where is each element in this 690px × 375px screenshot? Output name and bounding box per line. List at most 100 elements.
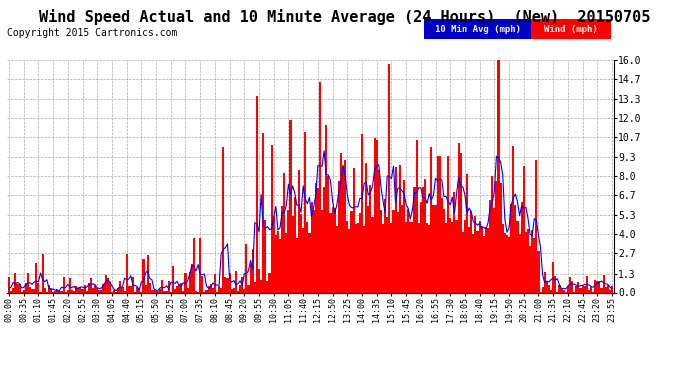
Bar [90,278,92,292]
Bar [281,206,283,292]
Bar [582,286,584,292]
Bar [128,286,130,292]
Bar [218,286,220,292]
Bar [489,200,491,292]
Bar [475,216,477,292]
Bar [449,218,451,292]
Bar [607,285,609,292]
Bar [468,226,470,292]
Bar [230,290,233,292]
Bar [420,202,422,292]
Bar [14,273,17,292]
Bar [487,228,489,292]
Bar [388,64,391,292]
Bar [37,284,39,292]
Bar [151,290,153,292]
Bar [57,289,59,292]
Bar [29,286,31,292]
Bar [25,283,27,292]
Bar [237,291,239,292]
Bar [306,222,308,292]
Bar [417,223,420,292]
Bar [300,214,302,292]
Bar [531,231,533,292]
Bar [252,249,254,292]
Bar [43,288,46,292]
Bar [107,279,109,292]
Bar [569,278,571,292]
Bar [239,285,241,292]
Bar [157,291,159,292]
Bar [409,222,411,292]
Bar [485,227,487,292]
Bar [407,209,409,292]
Bar [308,233,310,292]
Bar [424,179,426,292]
Bar [538,251,540,292]
Bar [433,205,435,292]
Bar [382,224,384,292]
Bar [472,234,475,292]
Bar [174,290,176,292]
Bar [386,217,388,292]
Bar [397,213,399,292]
Bar [590,287,592,292]
Bar [149,284,151,292]
Bar [88,284,90,292]
Bar [75,286,77,292]
Bar [285,233,288,292]
Bar [186,288,188,292]
Bar [17,285,19,292]
Bar [69,278,71,292]
Bar [357,223,359,292]
Bar [294,197,296,292]
Bar [447,156,449,292]
Bar [94,285,96,292]
Bar [182,291,184,292]
Bar [113,291,115,292]
Bar [464,220,466,292]
Bar [554,276,556,292]
Bar [48,285,50,292]
Bar [283,173,285,292]
Bar [445,223,447,292]
Bar [184,273,186,292]
Bar [355,224,357,292]
Bar [23,291,25,292]
Bar [611,286,613,292]
Bar [329,213,331,292]
Bar [340,153,342,292]
Bar [367,206,369,292]
Bar [336,226,338,292]
Bar [262,133,264,292]
Bar [596,281,598,292]
Bar [117,288,119,292]
Bar [604,287,607,292]
Bar [323,187,325,292]
Bar [460,153,462,292]
Bar [422,187,424,292]
Bar [193,238,195,292]
Bar [594,280,596,292]
Bar [333,208,336,292]
Bar [510,204,512,292]
Bar [195,291,197,292]
Bar [142,259,144,292]
Bar [439,156,441,292]
Bar [222,147,224,292]
Bar [290,120,292,292]
Bar [405,222,407,292]
Bar [279,240,281,292]
Bar [199,238,201,292]
Bar [256,96,258,292]
Bar [264,220,266,292]
Bar [188,272,190,292]
Bar [65,291,67,292]
Bar [103,284,105,292]
Bar [609,290,611,292]
Bar [403,180,405,292]
Bar [172,266,174,292]
Bar [233,288,235,292]
Bar [86,291,88,292]
Bar [495,181,497,292]
